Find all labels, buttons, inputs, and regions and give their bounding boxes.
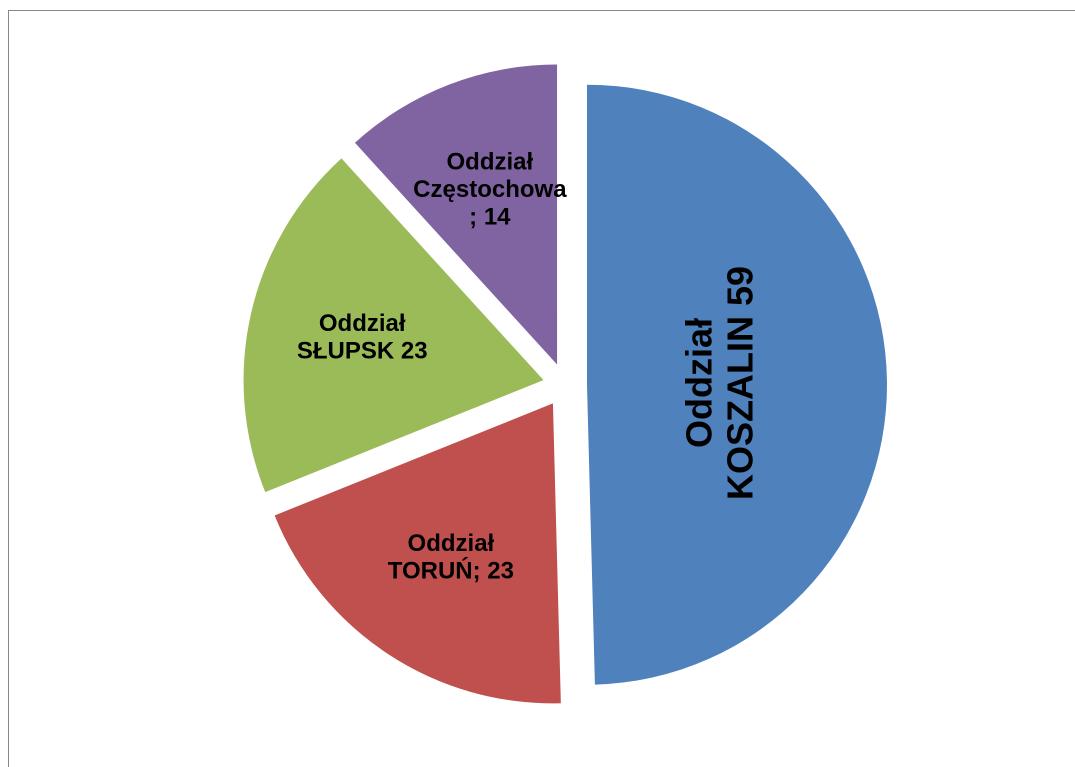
label-line: Oddział	[408, 530, 495, 557]
label-line: ; 14	[469, 204, 511, 231]
label-line: Oddział	[447, 149, 534, 176]
label-line: SŁUPSK 23	[297, 338, 428, 365]
label-line: Częstochowa	[413, 176, 567, 203]
pie-slice	[274, 403, 561, 704]
data-label: Oddział SŁUPSK 23	[297, 310, 428, 365]
label-line: Oddział	[319, 310, 406, 337]
data-label: Oddział Częstochowa; 14	[413, 149, 567, 231]
data-label: OddziałKOSZALIN 59	[678, 266, 760, 500]
pie-slice	[243, 158, 544, 493]
label-line: KOSZALIN 59	[719, 266, 760, 500]
data-label: Oddział TORUŃ; 23	[388, 530, 514, 585]
label-line: Oddział	[678, 318, 719, 448]
pie-slice	[354, 64, 558, 365]
pie-slice	[586, 84, 887, 685]
label-line: TORUŃ; 23	[388, 557, 514, 585]
